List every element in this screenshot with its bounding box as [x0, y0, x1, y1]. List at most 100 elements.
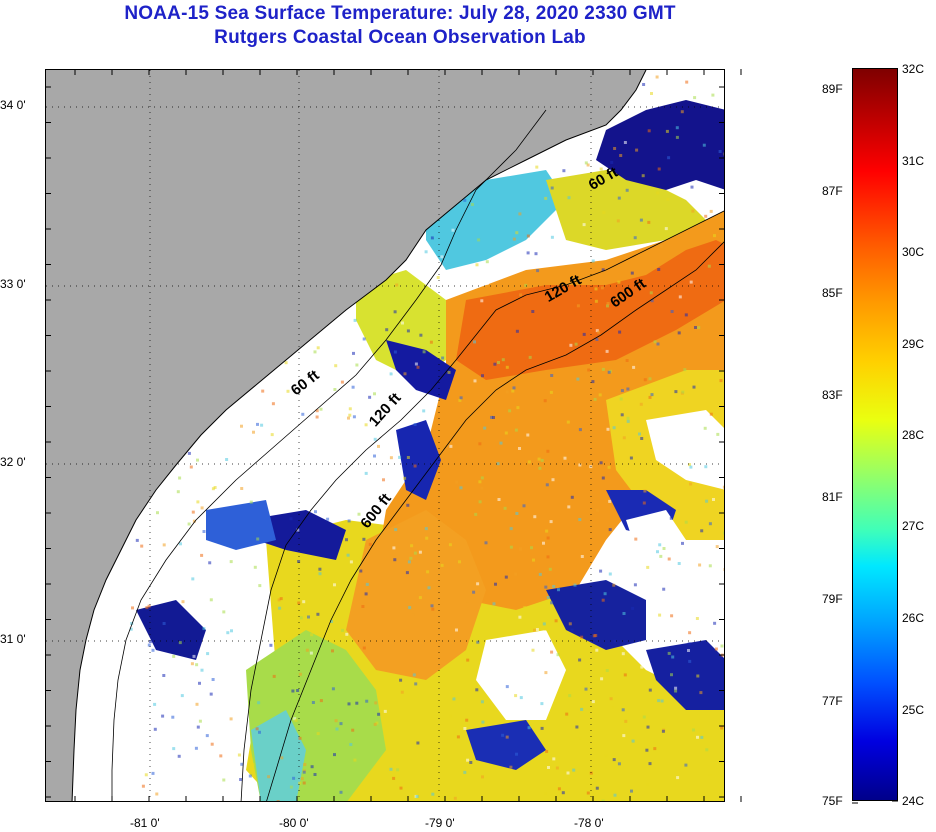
sst-pixel	[505, 735, 509, 739]
cloud-patch-east-1	[646, 410, 724, 490]
sst-pixel	[698, 217, 702, 221]
sst-pixel	[333, 388, 337, 391]
sst-pixel	[562, 169, 566, 173]
sst-pixel	[473, 379, 477, 383]
sst-pixel	[210, 742, 214, 746]
sst-pixel	[171, 715, 175, 719]
colorbar-f-label: 89F	[822, 82, 843, 96]
sst-pixel	[353, 318, 357, 322]
sst-pixel	[584, 161, 588, 165]
sst-pixel	[284, 361, 288, 365]
sst-pixel	[591, 380, 595, 384]
sst-pixel	[211, 487, 215, 491]
sst-patch-cold-northeast	[596, 100, 724, 190]
sst-pixel	[704, 465, 708, 469]
sst-pixel	[364, 423, 368, 427]
sst-pixel	[670, 310, 674, 313]
isobath-600ft	[266, 241, 724, 801]
sst-pixel	[389, 456, 393, 460]
sst-pixel	[393, 350, 397, 354]
sst-pixel	[313, 773, 317, 776]
sst-pixel	[605, 669, 609, 672]
sst-map-canvas	[46, 70, 724, 801]
sst-pixel	[392, 776, 396, 780]
sst-pixel	[373, 722, 377, 726]
sst-pixel	[580, 635, 584, 639]
sst-pixel	[187, 451, 191, 455]
sst-pixel	[518, 447, 521, 450]
sst-pixel	[578, 463, 582, 467]
sst-pixel	[681, 541, 684, 545]
sst-pixel	[631, 739, 635, 743]
sst-pixel	[683, 368, 687, 372]
sst-pixel	[565, 712, 569, 716]
sst-pixel	[538, 466, 542, 470]
sst-pixel	[400, 690, 404, 694]
sst-pixel	[202, 530, 206, 533]
sst-pixel	[330, 620, 333, 623]
sst-pixel	[595, 648, 599, 652]
sst-pixel	[398, 455, 402, 459]
sst-pixel	[546, 555, 550, 559]
sst-pixel	[544, 671, 548, 675]
sst-pixel	[151, 648, 155, 652]
sst-pixel	[648, 300, 652, 304]
sst-pixel	[465, 718, 469, 722]
sst-pixel	[546, 449, 550, 453]
sst-pixel	[674, 686, 678, 690]
sst-pixel	[514, 572, 518, 576]
sst-pixel	[557, 588, 560, 592]
sst-pixel	[591, 259, 595, 263]
sst-pixel	[424, 250, 428, 254]
sst-pixel	[414, 682, 418, 686]
sst-pixel	[416, 741, 420, 745]
sst-pixel	[677, 331, 681, 335]
sst-pixel	[319, 699, 323, 703]
sst-pixel	[611, 706, 615, 710]
sst-pixel	[704, 214, 708, 218]
sst-pixel	[618, 330, 622, 334]
sst-pixel	[677, 562, 681, 565]
sst-pixel	[713, 234, 716, 238]
sst-pixel	[181, 600, 185, 604]
sst-pixel	[216, 690, 220, 694]
sst-pixel	[410, 544, 414, 548]
sst-pixel	[147, 604, 151, 608]
sst-pixel	[606, 427, 610, 431]
sst-pixel	[172, 654, 176, 658]
sst-pixel	[418, 596, 422, 600]
sst-pixel	[339, 722, 343, 726]
sst-pixel	[481, 720, 485, 724]
sst-pixel	[626, 419, 630, 423]
sst-pixel	[493, 362, 497, 366]
sst-pixel	[364, 471, 368, 475]
sst-pixel	[348, 413, 352, 417]
sst-pixel	[393, 310, 397, 314]
sst-pixel	[293, 717, 297, 721]
sst-pixel	[399, 786, 403, 790]
sst-pixel	[205, 734, 209, 738]
sst-pixel	[723, 152, 724, 156]
sst-pixel	[595, 786, 599, 790]
sst-pixel	[504, 431, 508, 435]
sst-pixel	[646, 782, 649, 786]
sst-pixel	[684, 520, 688, 524]
sst-pixel	[619, 154, 623, 157]
sst-pixel	[709, 412, 713, 416]
sst-pixel	[197, 468, 201, 472]
sst-pixel	[153, 727, 157, 731]
sst-pixel	[536, 269, 540, 273]
sst-pixel	[473, 340, 476, 344]
sst-pixel	[303, 763, 307, 766]
sst-pixel	[153, 561, 157, 565]
lon-label-78: -78 0'	[574, 816, 604, 830]
sst-pixel	[622, 436, 626, 440]
colorbar-c-label: 24C	[902, 794, 925, 808]
sst-pixel	[258, 584, 262, 588]
sst-pixel	[646, 725, 650, 729]
sst-pixel	[619, 397, 623, 401]
sst-pixel	[576, 377, 580, 381]
sst-pixel	[653, 747, 657, 751]
sst-patch-orange-west	[346, 510, 486, 680]
sst-pixel	[706, 608, 710, 612]
